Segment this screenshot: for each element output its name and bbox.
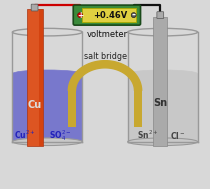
Ellipse shape [12,70,82,77]
Text: salt bridge: salt bridge [84,52,126,61]
FancyBboxPatch shape [128,74,198,142]
FancyBboxPatch shape [31,4,38,11]
Text: Cl$^-$: Cl$^-$ [170,130,186,141]
FancyBboxPatch shape [68,90,76,127]
Ellipse shape [128,138,198,146]
Circle shape [78,13,83,18]
Text: Sn$^{2+}$: Sn$^{2+}$ [136,129,158,141]
Ellipse shape [128,70,198,77]
Text: -: - [132,10,136,20]
FancyBboxPatch shape [157,12,164,19]
Text: voltmeter: voltmeter [86,29,127,39]
FancyBboxPatch shape [73,5,140,25]
FancyBboxPatch shape [12,74,82,142]
FancyBboxPatch shape [134,90,142,127]
Text: SO$_4^{2-}$: SO$_4^{2-}$ [49,128,71,143]
FancyBboxPatch shape [82,8,136,22]
Text: Cu: Cu [28,100,42,110]
Polygon shape [68,61,142,91]
Text: +: + [77,11,83,20]
Text: +0.46V: +0.46V [93,11,127,20]
FancyBboxPatch shape [26,9,43,146]
FancyBboxPatch shape [153,17,167,146]
FancyBboxPatch shape [39,9,43,146]
Text: Sn: Sn [153,98,167,108]
Ellipse shape [12,138,82,146]
Circle shape [131,13,136,18]
Text: Cu$^{2+}$: Cu$^{2+}$ [14,129,36,141]
